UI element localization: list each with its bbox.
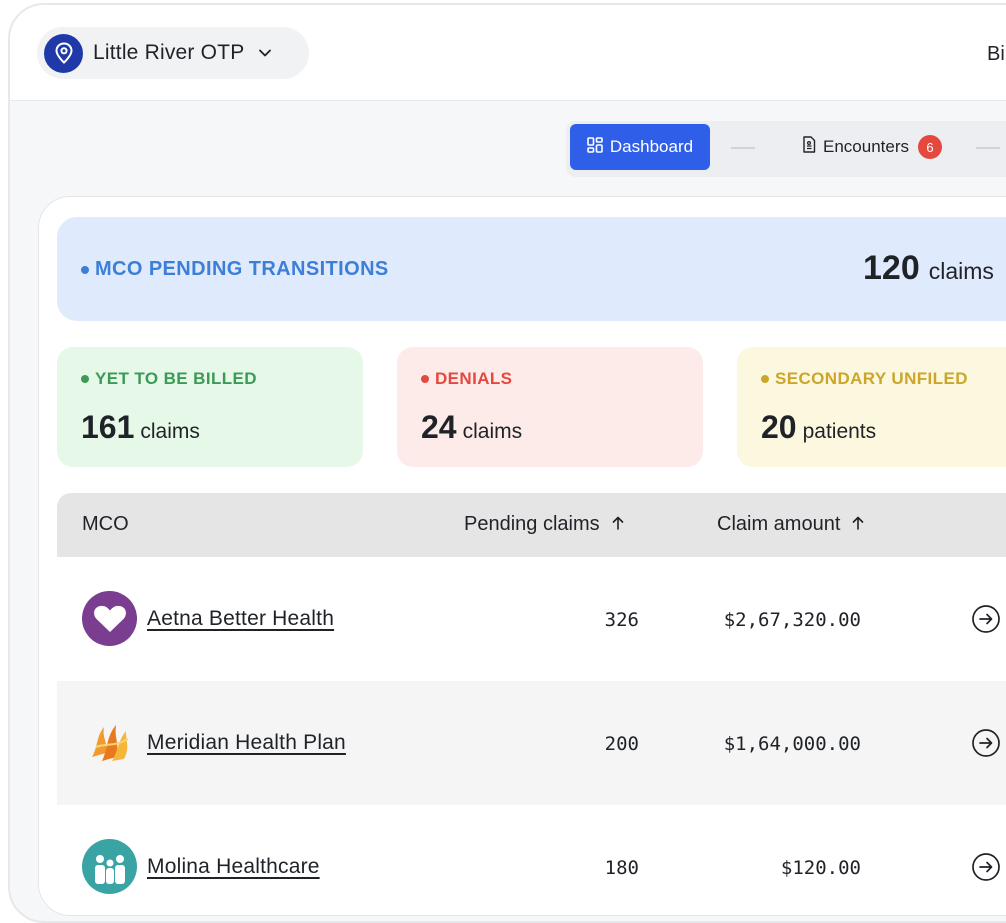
dashboard-panel: MCO PENDING TRANSITIONS 120 claims YET T… [38,196,1006,916]
card-value: 20 patients [761,409,876,446]
column-header-mco: MCO [82,513,129,536]
card-count: 24 [421,409,457,445]
claim-amount-value: $120.00 [780,857,861,879]
tab-encounters[interactable]: Encounters 6 [802,124,942,170]
card-unit: claims [140,420,200,443]
arrow-right-circle-icon[interactable] [971,728,1001,763]
banner-label-text: MCO PENDING TRANSITIONS [95,258,389,280]
yet-to-be-billed-card[interactable]: YET TO BE BILLED 161 claims [57,347,363,467]
card-value: 24 claims [421,409,522,446]
table-row[interactable]: Meridian Health Plan 200 $1,64,000.00 [57,681,1006,805]
card-label: YET TO BE BILLED [81,369,257,389]
table-row[interactable]: Aetna Better Health 326 $2,67,320.00 [57,557,1006,681]
card-label-text: YET TO BE BILLED [95,369,257,388]
status-dot [761,375,769,383]
card-label: DENIALS [421,369,512,389]
banner-count-unit: claims [928,258,994,284]
family-logo-icon [82,839,137,894]
arrow-right-circle-icon[interactable] [971,852,1001,887]
claim-amount-value: $2,67,320.00 [723,609,861,631]
status-dot [421,375,429,383]
card-label-text: SECONDARY UNFILED [775,369,968,388]
document-icon [802,136,816,158]
card-count: 20 [761,409,797,445]
banner-count-number: 120 [863,249,920,287]
location-pin-icon [44,33,83,73]
mco-name-link[interactable]: Aetna Better Health [147,607,335,630]
sort-arrow-up-icon[interactable] [612,513,624,536]
pending-claims-value: 326 [604,609,639,631]
location-selector[interactable]: Little River OTP [37,27,309,79]
mco-pending-banner[interactable]: MCO PENDING TRANSITIONS 120 claims [57,217,1006,321]
arrow-right-circle-icon[interactable] [971,604,1001,639]
card-unit: claims [462,420,523,443]
tab-dashboard-label: Dashboard [609,137,694,156]
column-header-label: Pending claims [464,513,600,535]
card-value: 161 claims [81,409,200,446]
pending-claims-value: 180 [604,857,639,879]
flame-logo-icon [82,715,137,770]
column-header-label: MCO [82,513,129,535]
card-unit: patients [802,420,877,443]
tab-encounters-label: Encounters [823,137,909,156]
column-header-pending-claims[interactable]: Pending claims [464,513,624,536]
tab-bar: Dashboard Encounters 6 [566,121,1006,177]
column-header-label: Claim amount [717,513,841,535]
heart-logo-icon [82,591,137,646]
location-name: Little River OTP [93,41,245,64]
card-label-text: DENIALS [435,369,513,388]
top-right-text[interactable]: Bi [987,43,1005,65]
pending-claims-value: 200 [604,733,639,755]
mco-name-link[interactable]: Molina Healthcare [147,855,320,878]
card-count: 161 [81,409,135,445]
status-dot [81,375,89,383]
app-window: Little River OTP Bi Dashboard [8,3,1006,923]
sort-arrow-up-icon[interactable] [852,513,864,536]
tab-dashboard[interactable]: Dashboard [570,124,710,170]
banner-label: MCO PENDING TRANSITIONS [81,258,389,281]
status-dot [81,265,89,274]
top-bar: Little River OTP Bi [10,5,1006,101]
secondary-unfiled-card[interactable]: SECONDARY UNFILED 20 patients [737,347,1006,467]
column-header-claim-amount[interactable]: Claim amount [717,513,864,536]
chevron-down-icon [258,48,272,58]
tab-separator [976,147,1000,149]
banner-count: 120 claims [863,249,994,288]
tab-separator [731,147,755,149]
table-header: MCO Pending claims Claim amount [57,493,1006,557]
denials-card[interactable]: DENIALS 24 claims [397,347,703,467]
claim-amount-value: $1,64,000.00 [723,733,861,755]
table-row[interactable]: Molina Healthcare 180 $120.00 [57,805,1006,921]
card-label: SECONDARY UNFILED [761,369,968,389]
mco-table: MCO Pending claims Claim amount [57,493,1006,921]
grid-icon [587,136,603,158]
encounters-count-badge: 6 [918,135,942,159]
mco-name-link[interactable]: Meridian Health Plan [147,731,346,754]
